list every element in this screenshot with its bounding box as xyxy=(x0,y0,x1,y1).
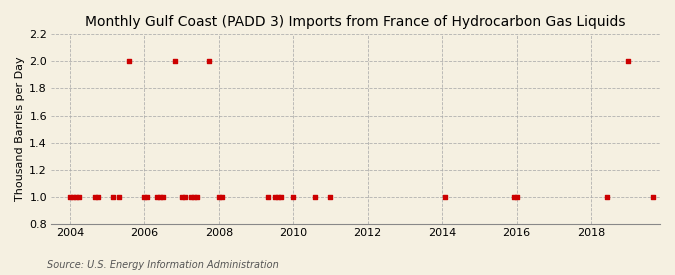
Point xyxy=(124,59,134,64)
Point xyxy=(188,194,199,199)
Point xyxy=(508,194,519,199)
Y-axis label: Thousand Barrels per Day: Thousand Barrels per Day xyxy=(15,57,25,201)
Point xyxy=(68,194,78,199)
Point xyxy=(648,194,659,199)
Point xyxy=(92,194,103,199)
Point xyxy=(204,59,215,64)
Point xyxy=(275,194,286,199)
Point xyxy=(114,194,125,199)
Point xyxy=(151,194,162,199)
Point xyxy=(439,194,450,199)
Point xyxy=(263,194,273,199)
Point xyxy=(511,194,522,199)
Point xyxy=(623,59,634,64)
Point xyxy=(170,59,181,64)
Point xyxy=(74,194,84,199)
Point xyxy=(71,194,82,199)
Point xyxy=(192,194,202,199)
Point xyxy=(213,194,224,199)
Point xyxy=(142,194,153,199)
Point xyxy=(309,194,320,199)
Point xyxy=(108,194,119,199)
Point xyxy=(601,194,612,199)
Point xyxy=(269,194,280,199)
Point xyxy=(179,194,190,199)
Point xyxy=(272,194,283,199)
Text: Source: U.S. Energy Information Administration: Source: U.S. Energy Information Administ… xyxy=(47,260,279,270)
Point xyxy=(157,194,168,199)
Point xyxy=(64,194,75,199)
Point xyxy=(176,194,187,199)
Point xyxy=(217,194,227,199)
Point xyxy=(89,194,100,199)
Point xyxy=(186,194,196,199)
Point xyxy=(325,194,336,199)
Point xyxy=(155,194,165,199)
Point xyxy=(288,194,298,199)
Point xyxy=(139,194,150,199)
Title: Monthly Gulf Coast (PADD 3) Imports from France of Hydrocarbon Gas Liquids: Monthly Gulf Coast (PADD 3) Imports from… xyxy=(85,15,626,29)
